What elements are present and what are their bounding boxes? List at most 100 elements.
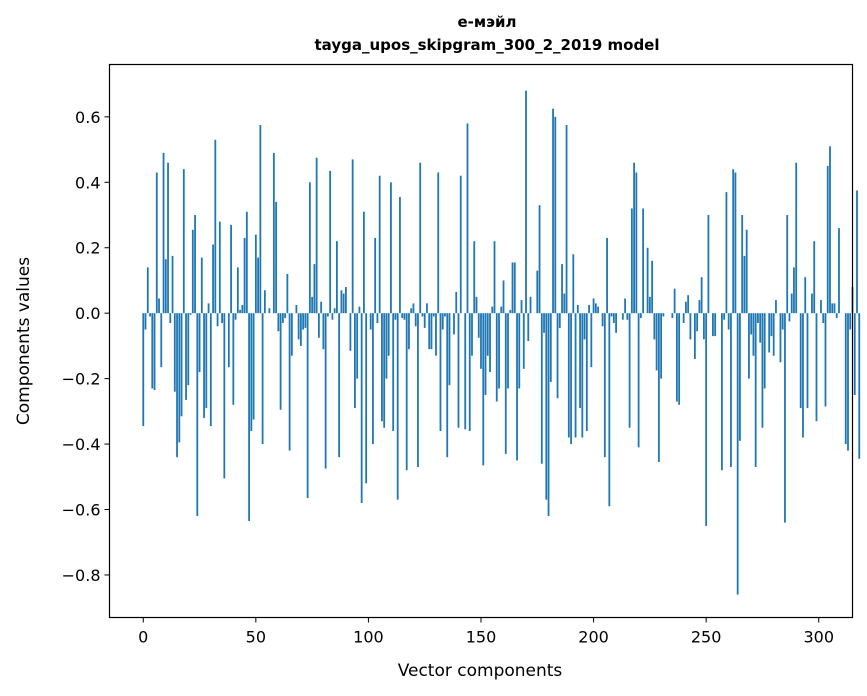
bar-component-318	[858, 313, 861, 459]
y-tick-label: −0.6	[62, 501, 101, 520]
bar-component-127	[428, 313, 431, 350]
bar-component-168	[520, 300, 523, 314]
bar-component-17	[180, 313, 183, 417]
bar-component-288	[790, 293, 793, 314]
bar-component-141	[459, 175, 462, 314]
x-tick-label: 300	[803, 628, 834, 647]
x-axis-ticks: 0 50 100 150 200 250 300	[138, 617, 834, 647]
bar-component-287	[788, 313, 791, 322]
bar-component-83	[329, 170, 332, 314]
bar-component-270	[750, 313, 753, 335]
bar-component-121	[414, 313, 417, 327]
bar-component-261	[730, 313, 732, 467]
bar-component-54	[263, 290, 266, 314]
bar-component-70	[299, 313, 302, 346]
bar-component-164	[511, 262, 514, 314]
bar-component-237	[675, 313, 678, 402]
bar-component-184	[556, 313, 559, 399]
bar-component-185	[558, 313, 561, 328]
bar-component-26	[200, 257, 203, 314]
bar-component-19	[185, 313, 187, 400]
bar-component-113	[396, 313, 399, 500]
bar-component-178	[543, 313, 545, 333]
bar-component-74	[308, 182, 311, 314]
bar-component-163	[509, 309, 512, 314]
bar-component-238	[678, 313, 681, 405]
bar-component-108	[385, 313, 388, 379]
bar-component-63	[284, 313, 287, 319]
bar-component-205	[603, 313, 606, 458]
bar-component-187	[563, 293, 566, 314]
bar-component-301	[820, 300, 822, 314]
bar-component-285	[784, 313, 786, 523]
bar-component-162	[507, 313, 509, 389]
bar-component-119	[410, 308, 413, 314]
bar-component-266	[741, 215, 744, 314]
bar-component-257	[721, 313, 723, 471]
bar-component-15	[176, 313, 178, 458]
bar-component-107	[383, 313, 386, 428]
bar-component-49	[252, 313, 255, 420]
bar-component-125	[423, 313, 426, 328]
bar-component-206	[606, 237, 608, 314]
bar-component-157	[495, 313, 498, 402]
bar-component-171	[527, 313, 530, 341]
bar-component-84	[331, 313, 334, 320]
bar-component-29	[207, 303, 210, 314]
bar-component-50	[254, 234, 257, 314]
bar-component-146	[471, 313, 473, 356]
bar-component-258	[723, 313, 726, 320]
bar-component-28	[205, 313, 208, 409]
bar-component-144	[466, 123, 469, 314]
bar-component-85	[333, 308, 336, 314]
bar-component-111	[392, 313, 395, 431]
bar-component-13	[171, 255, 174, 314]
bar-component-215	[626, 313, 629, 320]
bar-component-62	[281, 313, 284, 324]
bar-component-134	[444, 313, 446, 317]
x-tick-label: 150	[466, 628, 497, 647]
bar-component-6	[155, 172, 158, 314]
bar-component-5	[153, 313, 156, 391]
bar-component-53	[261, 313, 264, 445]
bar-component-132	[439, 313, 442, 431]
bar-component-160	[502, 280, 505, 314]
bar-component-283	[779, 313, 782, 363]
bar-component-73	[306, 313, 309, 499]
bar-component-95	[356, 313, 359, 379]
bar-component-243	[689, 313, 692, 340]
bar-component-245	[693, 313, 696, 359]
bar-component-145	[468, 313, 471, 431]
bar-component-80	[322, 313, 325, 350]
bar-component-98	[363, 211, 365, 314]
bar-component-120	[412, 303, 415, 314]
bar-component-230	[660, 313, 663, 379]
bar-component-64	[286, 273, 289, 314]
bar-component-298	[813, 241, 816, 314]
bar-component-208	[610, 313, 613, 317]
bar-component-249	[703, 313, 705, 340]
bar-component-71	[302, 313, 305, 330]
y-tick-label: −0.4	[62, 435, 101, 454]
chart-title: е-мэйл	[457, 13, 516, 31]
bar-component-149	[477, 313, 480, 338]
bar-component-133	[441, 313, 444, 330]
bar-component-165	[513, 262, 516, 314]
y-axis-ticks: −0.8 −0.6 −0.4 −0.2 0.0 0.2 0.4 0.6	[62, 108, 110, 585]
bar-component-167	[518, 313, 521, 389]
bar-component-69	[297, 313, 300, 340]
bar-component-253	[712, 313, 714, 337]
bar-component-186	[561, 264, 563, 314]
bar-component-12	[169, 313, 172, 324]
bar-component-112	[394, 313, 397, 320]
bar-component-177	[540, 313, 543, 464]
bar-component-110	[390, 182, 392, 314]
bar-component-43	[239, 309, 241, 314]
bar-component-78	[317, 313, 320, 338]
bar-component-123	[419, 162, 422, 314]
bar-component-280	[772, 313, 775, 356]
bar-component-82	[327, 313, 329, 317]
bar-component-139	[455, 291, 458, 314]
bar-component-40	[232, 313, 235, 405]
bar-component-135	[446, 313, 449, 458]
